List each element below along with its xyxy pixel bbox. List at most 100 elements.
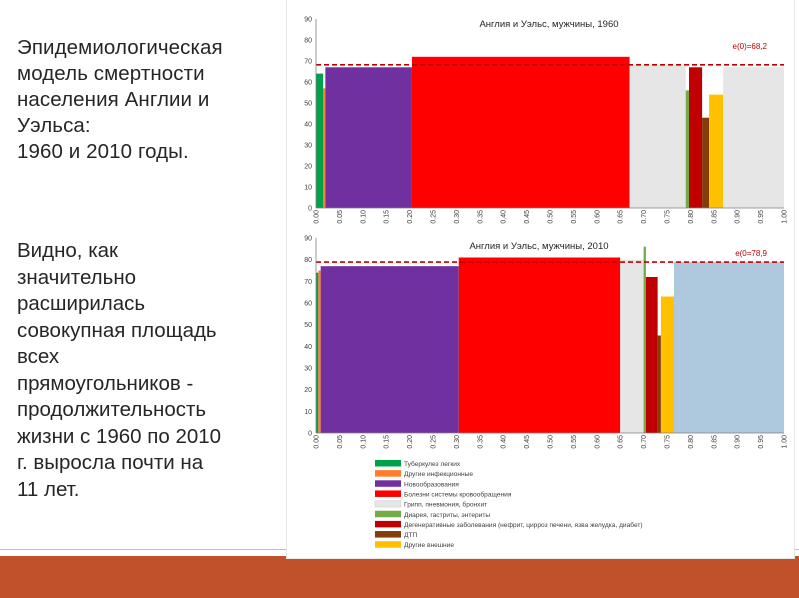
chart-2-x-tick-label: 0.85 [711,435,718,449]
legend-label: Грипп, пневмония, бронхит [404,501,487,509]
chart-1-x-tick-label: 1.00 [782,210,789,224]
chart-1-bar [709,94,724,208]
chart-1-x-tick-label: 0.20 [407,210,414,224]
body-line: г. выросла почти на [17,451,204,474]
slide-title-line: модель смертности [17,62,205,85]
legend-swatch [375,541,401,548]
legend-swatch [375,460,401,467]
chart-1-x-tick-label: 0.75 [665,210,672,224]
chart-2-bar [660,296,675,433]
chart-2-y-tick-label: 70 [304,279,312,286]
body-line: продолжительность [17,398,207,421]
chart-2-y-tick-label: 40 [304,344,312,351]
chart-1-y-tick-label: 30 [304,143,312,150]
chart-1-x-tick-label: 0.15 [384,210,391,224]
chart-1-x-tick-label: 0.00 [314,210,321,224]
body-line: всех [17,345,60,368]
charts-svg: 0 10 20 30 40 50 60 70 80 90 0.00 0.05 0.10 0.15 0.20 0… [304,17,789,550]
body-line: Видно, как [17,239,118,262]
chart-2-bar [657,335,661,433]
chart-1-x-tick-label: 0.95 [758,210,765,224]
slide-title-line: Уэльса: [17,114,91,137]
legend-swatch [375,531,401,538]
body-line: совокупная площадь [17,318,217,342]
chart-2-x-tick-label: 0.60 [594,435,601,449]
chart-1-x-tick-label: 0.60 [594,210,601,224]
body-line: 11 лет. [17,477,80,501]
chart-2-x-tick-label: 0.70 [641,435,648,449]
slide-body-text: Видно, как значительно расширилась совок… [17,238,279,503]
chart-2-x-tick-label: 0.10 [360,435,367,449]
legend-swatch [374,500,402,508]
chart-1-y-tick-label: 60 [304,80,312,87]
chart-2-x-tick-label: 1.00 [782,435,789,449]
chart-2-x-tick-label: 0.55 [571,435,578,449]
chart-1-y-tick-label: 90 [304,17,312,24]
chart-2-x-tick-label: 0.95 [758,435,765,449]
chart-1-bar [411,56,630,208]
legend-label: ДТП [404,532,417,539]
chart-2-bar [645,277,658,433]
chart-2-bar [458,257,621,433]
body-line: прямоугольников - [17,371,194,395]
chart-1-y-tick-label: 0 [308,206,312,213]
chart-1-x-tick-label: 0.05 [337,210,344,224]
slide-title-line: населения Англии и [17,88,210,111]
bottom-color-band [0,556,799,598]
chart-1-x-tick-label: 0.55 [571,210,578,224]
legend-label: Болезни системы кровообращения [404,490,512,498]
chart-1-x-tick-label: 0.90 [735,210,742,224]
chart-2-x-tick-label: 0.90 [735,435,742,449]
chart-1-x-tick-label: 0.65 [618,210,625,224]
chart-2-x-tick-label: 0.75 [665,435,672,449]
chart-1-y-tick-label: 70 [304,59,312,66]
chart-2-life-expectancy-label: e(0=78,9 [735,249,767,258]
chart-2-y-tick-label: 80 [304,257,312,264]
chart-panel: 0 10 20 30 40 50 60 70 80 90 0.00 0.05 0.10 0.15 0.20 0… [287,0,794,558]
chart-2-bar [620,259,644,433]
legend-label: Туберкулез легких [404,460,461,468]
chart-2-x-tick-label: 0.35 [477,435,484,449]
chart-1-bar [325,67,412,208]
legend-label: Другие внешние [404,542,454,549]
chart-1-x-tick-label: 0.80 [688,210,695,224]
chart-2-y-tick-label: 90 [304,236,312,243]
chart-2-y-tick-label: 30 [304,366,312,373]
chart-1-x-tick-label: 0.45 [524,210,531,224]
chart-1-x-tick-label: 0.70 [641,210,648,224]
chart-2-x-tick-label: 0.65 [618,435,625,449]
legend-swatch [375,510,401,518]
body-line: жизни с 1960 по 2010 [17,424,222,448]
chart-2-y-tick-label: 50 [304,322,312,329]
legend-label: Дегенеративные заболевания (нефрит, цирр… [404,521,643,529]
chart-1-bar [316,73,324,208]
chart-2-x-tick-label: 0.05 [337,435,344,449]
chart-2-y-tick-label: 60 [304,301,312,308]
chart-2-bar [316,272,319,433]
chart-2-x-tick-label: 0.00 [314,435,321,449]
chart-1-bar [323,88,326,208]
chart-1-y-tick-label: 10 [304,185,312,192]
chart-1-x-tick-label: 0.50 [548,210,555,224]
slide-title-line: Эпидемиологическая [17,36,223,59]
chart-2-x-tick-label: 0.40 [501,435,508,449]
legend-swatch [375,490,401,497]
chart-1-bar [629,65,686,208]
chart-1-bar [685,90,689,208]
chart-2-x-tick-label: 0.45 [524,435,531,449]
chart-2-y-tick-label: 10 [304,409,312,416]
legend-swatch [375,520,401,528]
body-line: расширилась [17,292,146,315]
chart-2-x-tick-label: 0.25 [431,435,438,449]
slide-title: Эпидемиологическая модель смертности нас… [17,35,292,165]
chart-1-y-tick-label: 40 [304,122,312,129]
chart-1-x-tick-label: 0.85 [711,210,718,224]
chart-2-x-tick-label: 0.20 [407,435,414,449]
chart-1-bar [689,67,703,208]
body-line: значительно [17,265,137,289]
chart-1-bar [702,117,710,208]
chart-2-bar [318,270,321,433]
chart-2-y-tick-label: 0 [308,431,312,438]
slide-title-line: 1960 и 2010 годы. [17,140,189,163]
chart-1-life-expectancy-label: e(0)=68,2 [733,42,768,51]
